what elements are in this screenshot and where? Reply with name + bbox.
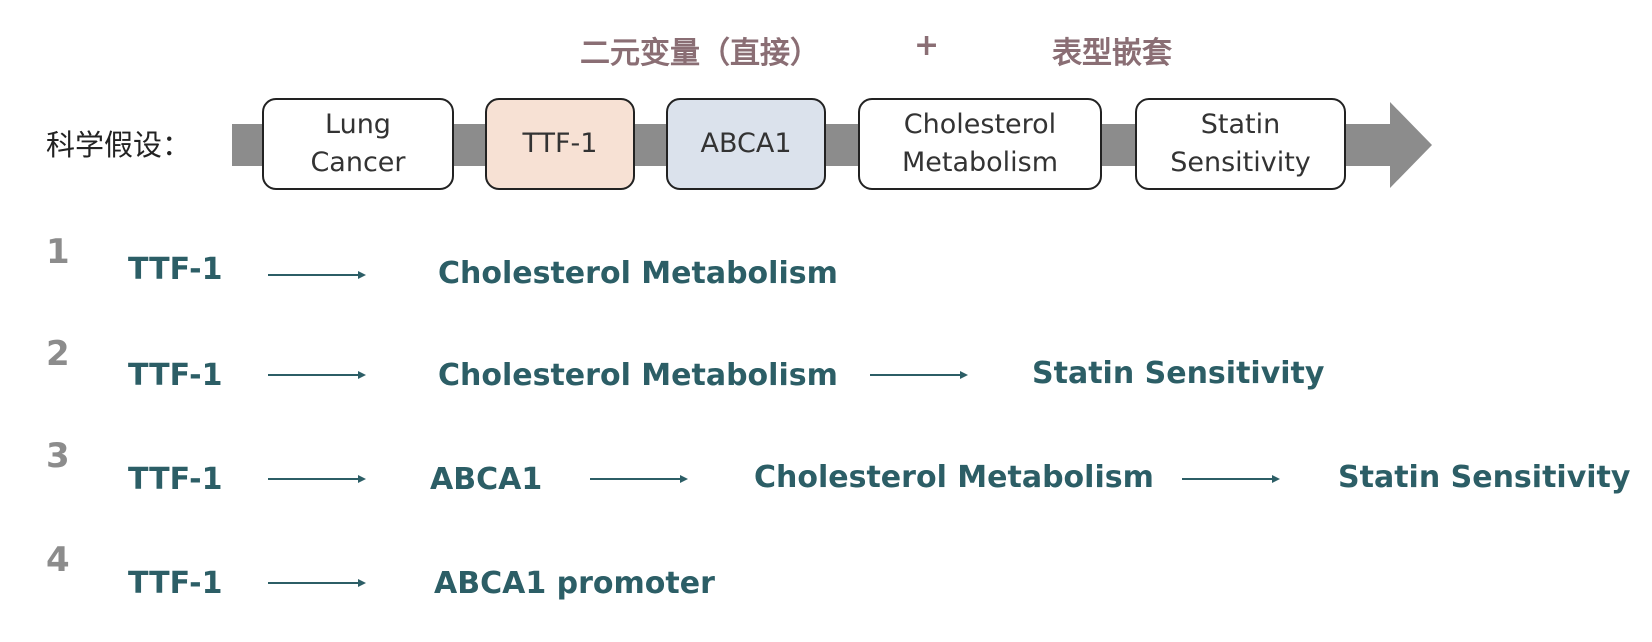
node-statin-sensitivity: Statin Sensitivity xyxy=(1135,98,1346,190)
row-1-number: 1 xyxy=(46,232,70,272)
header-phenotype-nesting: 表型嵌套 xyxy=(1052,36,1172,71)
row-2-arrow-2 xyxy=(870,371,968,379)
row-3-term-1: TTF-1 xyxy=(128,462,223,497)
row-3-term-3: Cholesterol Metabolism xyxy=(754,460,1154,495)
row-2-term-3: Statin Sensitivity xyxy=(1032,356,1325,391)
row-3-number: 3 xyxy=(46,436,70,476)
row-3-term-4: Statin Sensitivity xyxy=(1338,460,1631,495)
row-4-term-2: ABCA1 promoter xyxy=(434,566,715,601)
node-lung-cancer: Lung Cancer xyxy=(262,98,454,190)
row-3-arrow-3 xyxy=(1182,475,1280,483)
row-3-arrow-1 xyxy=(268,475,366,483)
node-cholesterol-metabolism: Cholesterol Metabolism xyxy=(858,98,1102,190)
row-2-arrow-1 xyxy=(268,371,366,379)
row-4-term-1: TTF-1 xyxy=(128,566,223,601)
node-abca1: ABCA1 xyxy=(666,98,826,190)
header-binary-variable: 二元变量（直接） xyxy=(580,36,820,71)
row-3-arrow-2 xyxy=(590,475,688,483)
row-4-number: 4 xyxy=(46,540,70,580)
row-4-arrow-1 xyxy=(268,579,366,587)
row-2-term-1: TTF-1 xyxy=(128,358,223,393)
row-2-term-2: Cholesterol Metabolism xyxy=(438,358,838,393)
row-1-term-1: TTF-1 xyxy=(128,252,223,287)
arrow-band-head xyxy=(1390,102,1432,188)
hypothesis-label: 科学假设： xyxy=(46,128,192,162)
row-2-number: 2 xyxy=(46,334,70,374)
node-ttf1: TTF-1 xyxy=(485,98,635,190)
row-3-term-2: ABCA1 xyxy=(430,462,543,497)
header-plus: + xyxy=(914,28,940,63)
row-1-term-2: Cholesterol Metabolism xyxy=(438,256,838,291)
row-1-arrow-1 xyxy=(268,271,366,279)
